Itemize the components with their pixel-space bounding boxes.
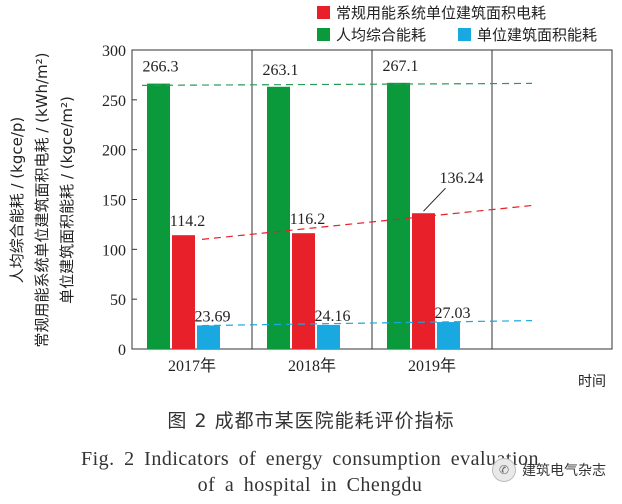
trend-line [141,82,533,86]
bar [437,322,460,349]
legend-swatch [458,28,471,41]
data-label: 24.16 [315,308,351,325]
bar [267,86,290,349]
bar [317,324,340,349]
legend-swatch [317,6,330,19]
data-label: 116.2 [290,211,325,228]
chart: 0 50 100 150 200 250 300 2017年 2018年 2019年 266.3 11… [8,4,613,390]
bar [387,82,410,349]
legend-entry: 常规用能系统单位建筑面积电耗 [336,4,546,22]
y-axis-label: 人均综合能耗 / (kgce/p) [8,117,26,284]
data-label: 267.1 [383,58,419,75]
x-tick-label: 2017年 [168,357,216,375]
legend-swatch [317,28,330,41]
data-label: 23.69 [195,308,231,325]
y-axis-label: 单位建筑面积能耗 / (kgce/m²) [58,96,76,304]
caption-chinese: 图 2 成都市某医院能耗评价指标 [167,410,455,432]
watermark: ✆ 建筑电气杂志 [492,458,606,482]
data-label-leader [423,187,446,212]
caption-english: Fig. 2 Indicators of energy consumption … [81,448,539,496]
data-label: 136.24 [440,170,484,187]
bar [412,213,435,349]
data-label: 27.03 [435,305,471,322]
data-label: 114.2 [170,213,205,230]
y-tick-label: 0 [118,342,126,359]
bar [197,325,220,349]
bar [292,233,315,349]
legend-entry: 人均综合能耗 [336,26,426,44]
y-tick-label: 300 [102,43,126,60]
x-axis-label: 时间 [578,374,606,390]
y-axis-label: 常规用能系统单位建筑面积电耗 / (kWh/m²) [33,53,51,348]
trend-line [201,204,533,240]
data-label: 263.1 [263,62,299,79]
y-tick-label: 200 [102,143,126,160]
bar [172,235,195,349]
legend-entry: 单位建筑面积能耗 [477,26,597,44]
y-tick-label: 250 [102,93,126,110]
watermark-text: 建筑电气杂志 [522,463,606,479]
y-tick-label: 100 [102,242,126,259]
y-tick-label: 150 [102,193,126,210]
x-tick-label: 2019年 [408,357,456,375]
wechat-icon: ✆ [492,458,516,482]
bar [147,83,170,349]
data-label: 266.3 [143,59,179,76]
x-tick-label: 2018年 [288,357,336,375]
y-tick-label: 50 [110,292,126,309]
